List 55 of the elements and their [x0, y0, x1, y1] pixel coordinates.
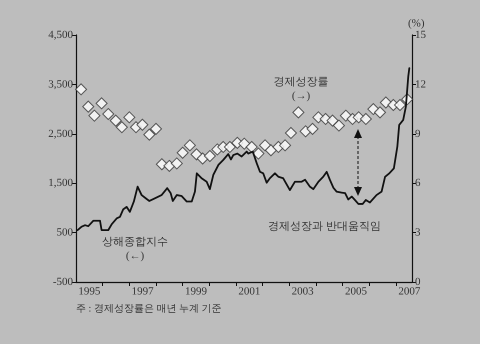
point [176, 146, 189, 159]
y-tick-label: 1,500 [48, 177, 74, 190]
y-tick-label: 4,500 [48, 29, 74, 41]
text: 주 : 경제성장률은 매년 누계 기준 [76, 304, 222, 314]
y2-tick-label: 3 [415, 226, 421, 239]
point [123, 111, 136, 124]
point [110, 114, 122, 127]
point [88, 110, 100, 122]
point [306, 122, 319, 135]
y2-tick-label: 12 [415, 78, 426, 90]
y-tick-label: 500 [56, 226, 74, 239]
x-tick-label: 2007 [398, 286, 421, 298]
point [380, 96, 392, 109]
x-tick-label: 2003 [292, 286, 314, 298]
point [196, 152, 209, 164]
point [360, 112, 372, 125]
y2-tick-label: 9 [415, 128, 421, 140]
y2-tick-label: 6 [415, 177, 421, 190]
x-tick-label: 2001 [238, 286, 260, 298]
point [102, 108, 114, 120]
y2-tick-label: 15 [415, 29, 426, 41]
point [224, 140, 236, 153]
y2-axis-title: (%) [408, 18, 425, 30]
point [82, 100, 94, 113]
point [238, 138, 250, 150]
y-tick-label: -500 [52, 276, 74, 288]
point [116, 121, 128, 134]
point [150, 122, 162, 135]
point [143, 128, 156, 141]
point [279, 139, 292, 152]
series-label: 상해종합지수 (←) [102, 236, 168, 262]
point [252, 148, 264, 160]
x-tick-label: 2005 [345, 286, 368, 298]
point [374, 106, 386, 118]
point [136, 118, 148, 131]
y-tick-label: 3,500 [48, 78, 74, 90]
y-tick-label: 2,500 [48, 128, 74, 140]
annotation: 경제성장과 반대움직임 [268, 220, 381, 232]
point [284, 126, 297, 139]
point [184, 139, 196, 152]
point [204, 150, 216, 162]
point [326, 114, 339, 127]
y2-tick-label: 0 [415, 276, 421, 288]
x-tick-label: 1999 [185, 286, 208, 298]
x-tick-label: 1995 [78, 286, 101, 298]
x-tick-label: 1997 [132, 286, 154, 298]
point [292, 106, 304, 118]
point [170, 157, 183, 170]
point [75, 83, 88, 96]
series-label: 경제성장률 (→) [274, 76, 328, 102]
point [96, 97, 108, 110]
point [264, 144, 277, 156]
point [246, 140, 258, 153]
point [394, 98, 406, 111]
point [332, 120, 345, 132]
